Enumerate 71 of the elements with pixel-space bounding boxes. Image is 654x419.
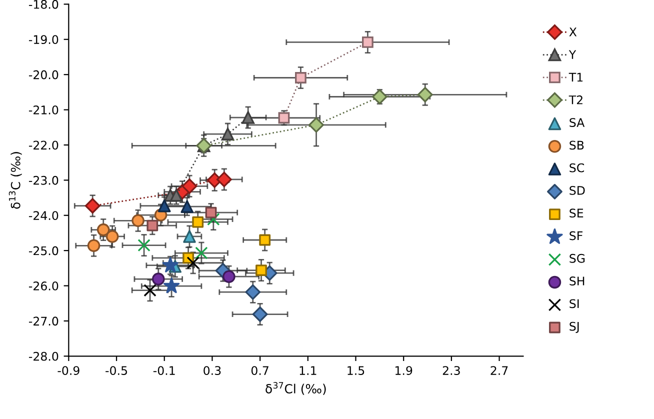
x-tick-label: 1.5	[348, 366, 364, 376]
x-axis-title: δ$^{37}$Cl (‰)	[266, 382, 326, 395]
point	[278, 112, 290, 124]
y-tick-label: -23.0	[28, 176, 58, 185]
legend-label: T1	[568, 72, 583, 82]
point	[182, 178, 198, 194]
point	[205, 206, 217, 218]
x-tick-label: 1.1	[300, 366, 316, 375]
legend-label: SF	[570, 231, 582, 240]
y-tick-label: -25.0	[28, 246, 58, 256]
point	[372, 89, 388, 104]
point	[144, 284, 156, 297]
point	[242, 111, 254, 124]
point	[138, 238, 150, 252]
point	[308, 117, 324, 133]
x-tick-label: -0.5	[106, 366, 127, 376]
x-tick-label: 0.3	[204, 366, 221, 376]
point	[183, 230, 196, 243]
y-tick-label: -18.0	[28, 0, 58, 9]
point	[186, 256, 200, 270]
y-tick-label: -21.0	[28, 106, 58, 114]
legend-label: SC	[570, 163, 584, 172]
point	[87, 239, 100, 252]
point	[180, 200, 194, 213]
point	[207, 212, 220, 226]
x-tick-label: -0.1	[153, 366, 175, 376]
point	[252, 306, 268, 322]
point	[221, 128, 234, 140]
legend-label: SA	[570, 118, 585, 127]
point	[146, 220, 158, 232]
point	[195, 246, 208, 260]
legend-label: SD	[570, 186, 585, 195]
legend-label: SB	[570, 140, 584, 150]
y-tick-label: -28.0	[28, 352, 58, 361]
point	[84, 198, 100, 214]
y-tick-label: -24.0	[28, 211, 58, 220]
point	[362, 36, 374, 48]
point	[192, 216, 204, 228]
y-tick-label: -19.0	[28, 35, 58, 44]
x-tick-label: -0.9	[58, 366, 80, 376]
point	[417, 86, 433, 102]
legend-label: SG	[570, 254, 585, 263]
legend-label: X	[569, 28, 577, 36]
point	[132, 214, 144, 228]
point	[170, 188, 183, 202]
point	[259, 234, 271, 246]
y-axis-title: δ$^{13}$C (‰)	[8, 152, 22, 209]
point	[96, 223, 110, 236]
y-tick-label: -27.0	[28, 316, 58, 326]
point	[152, 272, 165, 286]
y-tick-label: -26.0	[28, 281, 58, 290]
point	[295, 72, 306, 84]
legend-label: Y	[568, 50, 576, 59]
x-tick-label: 2.3	[442, 366, 460, 376]
legend-label: SJ	[570, 322, 579, 333]
point	[158, 199, 171, 212]
x-tick-label: 1.9	[395, 366, 412, 376]
point	[106, 230, 119, 243]
x-tick-label: 0.7	[251, 366, 268, 376]
legend-label: SE	[570, 208, 584, 218]
point	[245, 284, 261, 300]
point	[222, 270, 236, 283]
legend-label: SI	[570, 299, 579, 308]
y-tick-label: -22.0	[28, 140, 58, 150]
point	[216, 172, 232, 188]
x-tick-label: 2.7	[490, 366, 508, 375]
point	[163, 278, 180, 294]
legend-label: SH	[570, 276, 584, 286]
y-tick-label: -20.0	[28, 70, 58, 80]
legend-label: T2	[568, 95, 582, 104]
point	[256, 264, 267, 276]
